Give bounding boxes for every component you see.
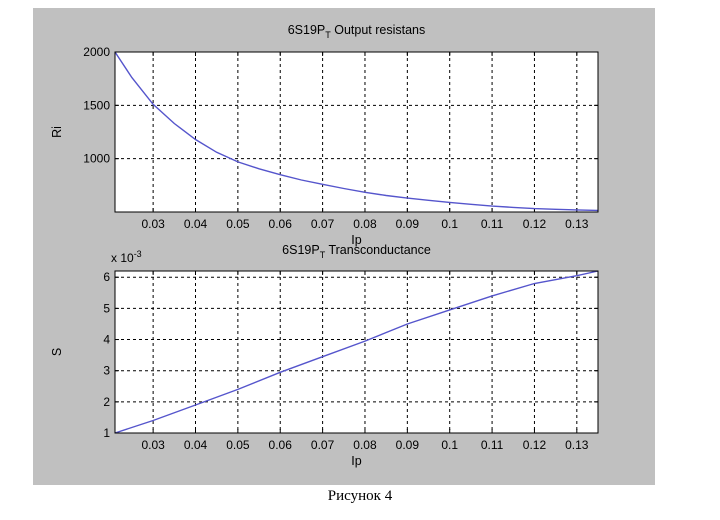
x-tick-label: 0.03 [141,438,165,452]
x-tick-label: 0.05 [226,438,250,452]
chart-svg: 0.03 0.04 0.05 0.06 0.07 0.08 0.09 0.1 0.11 0.12 0… [50,23,599,468]
x-tick-label: 0.06 [269,438,293,452]
subplot-2: 0.03 0.04 0.05 0.06 0.07 0.08 0.09 0.1 0.11 0.12 0… [50,243,599,468]
figure: 0.03 0.04 0.05 0.06 0.07 0.08 0.09 0.1 0.11 0.12 0… [33,8,655,485]
y-tick-label: 1 [103,426,110,440]
y-tick-label: 4 [103,333,110,347]
series-line [114,270,599,434]
plot-title: 6S19PT Transconductance [282,243,431,260]
axes-background [115,52,598,212]
plot-title: 6S19PT Output resistans [288,23,426,40]
x-tick-label: 0.09 [396,217,420,231]
x-tick-label: 0.13 [565,438,589,452]
x-tick-label: 0.08 [353,217,377,231]
y-axis-label: Ri [50,126,64,138]
y-tick-label: 1000 [83,152,110,166]
y-tick-label: 2 [103,395,110,409]
axes-border [114,270,599,434]
x-tick-label: 0.04 [184,438,208,452]
axes-background [115,271,598,433]
x-tick-label: 0.11 [481,217,504,231]
x-tick-label: 0.03 [141,217,165,231]
x-tick-label: 0.07 [311,438,335,452]
y-tick-label: 5 [103,301,110,315]
x-tick-label: 0.13 [565,217,589,231]
x-tick-label: 0.08 [353,438,377,452]
y-tick-label: 1500 [83,98,110,112]
y-tick-label: 3 [103,364,110,378]
x-tick-label: 0.04 [184,217,208,231]
x-tick-label: 0.09 [396,438,420,452]
x-tick-label: 0.07 [311,217,335,231]
y-scale-label: x 10-3 [111,249,142,265]
x-tick-label: 0.12 [523,438,547,452]
x-tick-label: 0.06 [269,217,293,231]
y-tick-label: 2000 [83,45,110,59]
y-tick-label: 6 [103,270,110,284]
y-axis-label: S [50,348,64,356]
subplot-1: 0.03 0.04 0.05 0.06 0.07 0.08 0.09 0.1 0.11 0.12 0… [50,23,599,247]
x-tick-label: 0.11 [481,438,504,452]
x-tick-label: 0.05 [226,217,250,231]
x-axis-label: Ip [351,233,361,247]
x-axis-label: Ip [351,454,361,468]
axes-border [114,51,599,213]
x-tick-label: 0.1 [441,217,458,231]
figure-caption: Рисунок 4 [327,488,393,504]
series-line [114,51,599,212]
x-tick-label: 0.1 [441,438,458,452]
x-tick-label: 0.12 [523,217,547,231]
